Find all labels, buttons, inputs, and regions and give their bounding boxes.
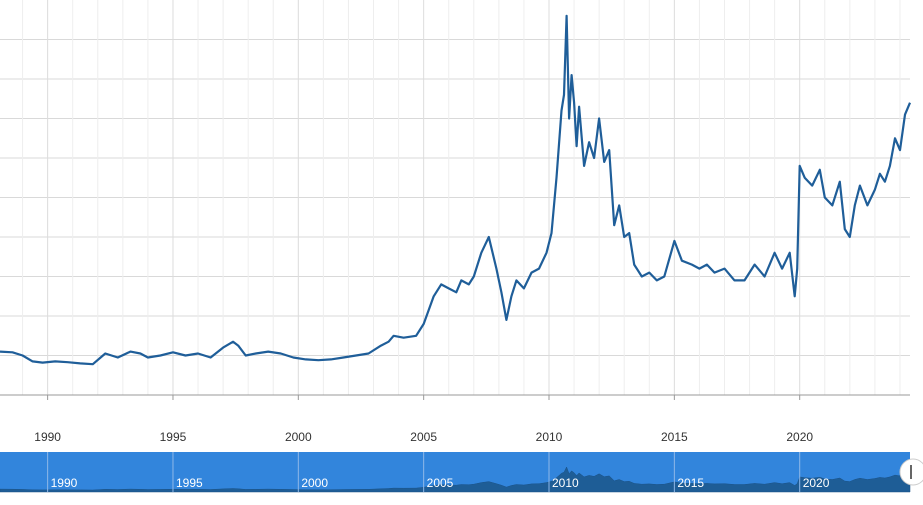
x-axis-ticks: 199019952000200520102015202020: [34, 395, 813, 444]
navigator-handle[interactable]: [899, 458, 923, 486]
navigator-label: 2020: [803, 476, 830, 490]
x-tick-label: 2005: [410, 430, 437, 444]
series-line: [0, 14, 912, 366]
x-tick-label: 2015: [661, 430, 688, 444]
x-tick-label: 1990: [34, 430, 61, 444]
navigator-label: 1990: [51, 476, 78, 490]
x-tick-label: 2010: [536, 430, 563, 444]
navigator-label: 2000: [301, 476, 328, 490]
navigator-label: 2015: [677, 476, 704, 490]
navigator-label: 2005: [427, 476, 454, 490]
grid-layer: [0, 0, 910, 395]
navigator[interactable]: 199019952000200520102015202020: [0, 452, 923, 493]
navigator-labels: 199019952000200520102015202020: [47, 452, 830, 492]
navigator-area: [0, 466, 911, 493]
navigator-label: 2010: [552, 476, 579, 490]
navigator-label: 1995: [176, 476, 203, 490]
x-tick-label: 2020: [786, 430, 813, 444]
x-tick-label: 2000: [285, 430, 312, 444]
x-tick-label: 1995: [160, 430, 187, 444]
